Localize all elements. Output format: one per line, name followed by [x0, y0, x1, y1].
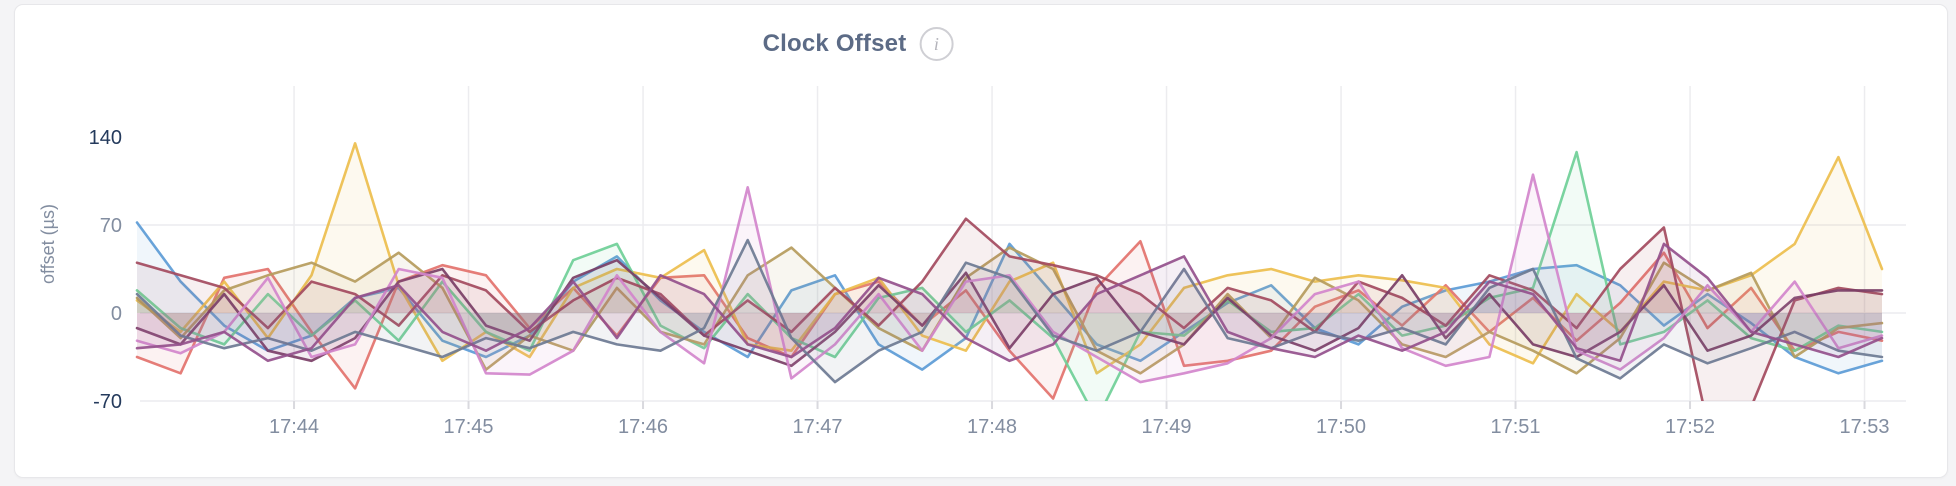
y-tick-label: -70	[93, 391, 122, 413]
series-fill-blue	[137, 222, 1882, 374]
x-tick-label: 17:48	[967, 416, 1017, 438]
x-tick-label: 17:44	[269, 416, 319, 438]
series-line-slate	[135, 238, 1884, 384]
x-tick-label: 17:51	[1490, 416, 1540, 438]
y-tick-label: 140	[89, 127, 122, 149]
x-tick-label: 17:47	[792, 416, 842, 438]
info-icon-glyph: i	[933, 34, 939, 54]
x-tick-label: 17:49	[1141, 416, 1191, 438]
x-tick-label: 17:52	[1665, 416, 1715, 438]
info-icon[interactable]: i	[919, 27, 954, 61]
plot-area[interactable]	[130, 64, 1906, 401]
series-fill-slate	[137, 240, 1882, 383]
series-line-salmon	[135, 240, 1884, 400]
series-fill-khaki	[137, 247, 1882, 374]
y-tick-label: 0	[111, 303, 122, 325]
series-line-maroon	[135, 217, 1884, 401]
series-line-violet	[135, 242, 1884, 363]
chart-panel	[14, 4, 1948, 478]
chart-title: Clock Offset	[762, 30, 907, 57]
y-axis-title: offset (µs)	[38, 204, 58, 284]
series-group	[135, 142, 1884, 401]
y-tick-label: 70	[100, 215, 122, 237]
x-tick-label: 17:45	[443, 416, 493, 438]
series-line-blue	[135, 221, 1884, 375]
x-tick-label: 17:46	[618, 416, 668, 438]
series-line-orchid	[135, 173, 1884, 384]
series-fill-maroon	[137, 218, 1882, 401]
x-tick-label: 17:53	[1839, 416, 1889, 438]
chart-header: Clock Offset i	[763, 27, 954, 61]
series-fill-salmon	[137, 241, 1882, 399]
series-line-green	[135, 150, 1884, 401]
x-tick-label: 17:50	[1316, 416, 1366, 438]
series-fill-plum	[137, 260, 1882, 366]
series-line-plum	[135, 258, 1884, 368]
